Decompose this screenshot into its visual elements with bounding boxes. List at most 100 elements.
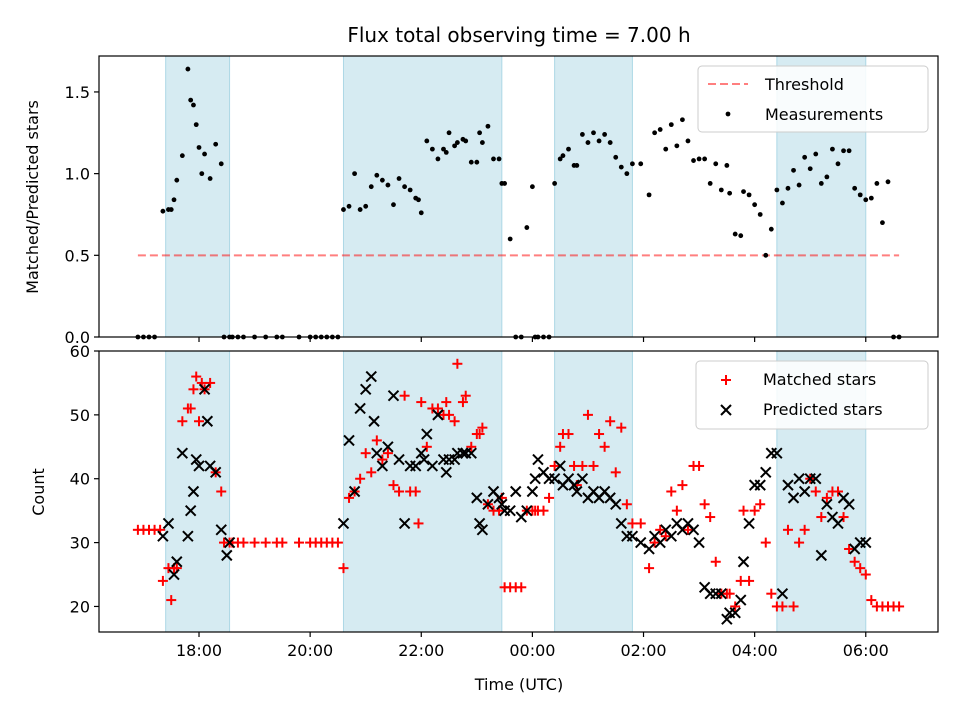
predicted-star-point: [554, 460, 566, 472]
predicted-star-point-b: [365, 370, 377, 383]
matched-star-point: [660, 531, 671, 542]
matched-star-point: [749, 505, 760, 516]
predicted-star-point: [821, 498, 833, 510]
measurement-point: [618, 164, 624, 170]
predicted-star-point: [473, 517, 486, 530]
matched-star-point: [449, 416, 460, 427]
predicted-star-point: [209, 466, 222, 479]
matched-star-point: [382, 448, 393, 459]
measurement-point: [416, 197, 421, 203]
predicted-star-point-b: [537, 466, 550, 479]
predicted-star-point: [729, 607, 741, 619]
predicted-star-point: [201, 415, 214, 427]
top-axes-frame: [98, 55, 939, 338]
predicted-star-point: [526, 485, 539, 498]
predicted-star-point: [171, 556, 183, 568]
measurement-point: [791, 167, 796, 173]
predicted-star-point: [182, 530, 194, 542]
predicted-star-point-b: [698, 581, 711, 594]
bottom-y-tick-label: 60: [70, 342, 90, 361]
measurement-point: [560, 153, 566, 159]
measurement-point: [718, 187, 724, 193]
measurement-point: [668, 122, 674, 128]
matched-star-point: [735, 575, 746, 586]
measurement-point: [418, 210, 424, 216]
predicted-star-point-b: [162, 517, 175, 530]
measurement-point: [429, 146, 435, 152]
matched-star-point: [832, 486, 843, 497]
matched-star-point: [432, 403, 443, 414]
matched-star-point: [177, 416, 188, 427]
measurement-point: [713, 161, 719, 167]
predicted-star-point-b: [426, 460, 439, 472]
predicted-star-point: [221, 549, 233, 562]
predicted-star-point-b: [471, 492, 483, 504]
measurement-point: [638, 161, 644, 167]
predicted-star-point-b: [615, 517, 627, 530]
predicted-star-point-b: [184, 504, 197, 517]
matched-star-point: [655, 524, 666, 535]
predicted-star-point-b: [343, 434, 355, 447]
measurement-point: [802, 154, 808, 160]
predicted-star-point: [610, 498, 622, 510]
matched-star-point: [416, 397, 427, 408]
measurement-point: [841, 148, 846, 154]
matched-star-point: [866, 595, 877, 606]
predicted-star-point-b: [182, 530, 194, 542]
top-legend-box: [697, 65, 929, 133]
matched-star-point: [188, 384, 199, 395]
measurement-point: [524, 225, 530, 230]
matched-star-point: [616, 422, 627, 433]
measurement-point: [752, 202, 758, 208]
predicted-star-point-b: [387, 389, 400, 402]
predicted-star-point-b: [440, 466, 452, 479]
measurement-point: [346, 203, 352, 209]
matched-star-point: [157, 575, 168, 586]
matched-star-point: [474, 429, 485, 440]
measurement-point: [424, 138, 430, 144]
predicted-star-point: [643, 543, 655, 555]
predicted-star-point: [532, 453, 544, 466]
matched-star-point: [194, 416, 205, 427]
predicted-star-point: [421, 428, 433, 440]
measurement-point: [757, 212, 763, 217]
predicted-star-point-b: [860, 536, 872, 549]
matched-star-point: [744, 575, 755, 586]
matched-star-point: [816, 512, 827, 523]
predicted-star-point: [510, 485, 522, 498]
matched-star-point: [377, 454, 388, 465]
predicted-star-point: [793, 473, 805, 485]
matched-star-point: [894, 601, 905, 612]
matched-star-point: [605, 416, 616, 427]
predicted-star-point-b: [201, 415, 214, 427]
measurement-point: [602, 132, 608, 137]
matched-star-point: [441, 397, 452, 408]
matched-star-point: [844, 543, 855, 554]
predicted-star-point-b: [693, 536, 705, 549]
legend-measurements-swatch: [725, 111, 731, 117]
predicted-star-point-b: [198, 383, 211, 396]
matched-star-point: [635, 518, 646, 529]
measurement-point: [685, 138, 691, 144]
measurement-point: [193, 122, 199, 128]
predicted-star-point: [157, 530, 169, 542]
predicted-star-point: [198, 383, 211, 396]
measurement-point: [179, 153, 185, 159]
bottom-y-tick-label: 50: [70, 406, 90, 425]
predicted-star-point-b: [737, 556, 750, 568]
predicted-star-point: [482, 498, 494, 510]
predicted-star-point: [368, 415, 380, 427]
matched-star-point: [594, 429, 605, 440]
matched-star-point: [766, 588, 777, 599]
measurement-point: [502, 181, 508, 186]
measurement-point: [529, 184, 535, 190]
predicted-star-point-b: [510, 485, 522, 498]
measurement-point: [780, 200, 785, 206]
predicted-star-point: [787, 492, 800, 504]
matched-star-point: [671, 505, 682, 516]
matched-star-point: [338, 563, 349, 574]
predicted-star-point: [721, 613, 733, 625]
measurement-point: [468, 159, 474, 165]
predicted-star-point-b: [415, 447, 427, 459]
predicted-star-point-b: [562, 473, 575, 485]
